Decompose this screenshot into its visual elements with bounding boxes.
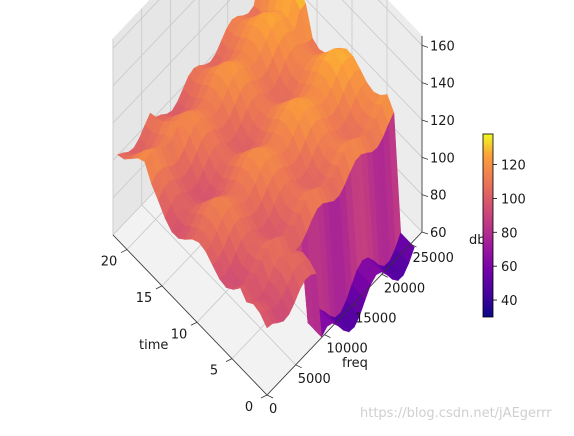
surface-plot <box>116 0 415 338</box>
time-axis-line <box>112 234 268 396</box>
db-tick-mark <box>421 231 429 235</box>
db-tick-label: 140 <box>430 77 455 92</box>
freq-tick-mark <box>410 243 417 248</box>
z-axis-label: db <box>469 233 486 248</box>
time-tick-label: 0 <box>245 400 253 415</box>
freq-tick-label: 20000 <box>384 281 425 296</box>
db-tick-label: 160 <box>430 39 455 54</box>
watermark-text: https://blog.csdn.net/jAEgerrr <box>360 406 552 421</box>
time-tick-label: 15 <box>136 291 153 306</box>
freq-tick-label: 25000 <box>413 251 454 266</box>
time-tick-mark <box>120 249 128 253</box>
time-tick-label: 10 <box>171 327 188 342</box>
time-tick-mark <box>155 285 163 290</box>
freq-tick-mark <box>324 334 331 338</box>
db-tick-label: 60 <box>430 226 447 241</box>
y-axis-label: freq <box>342 356 368 371</box>
time-tick-label: 5 <box>210 364 218 379</box>
grid-line-db <box>112 0 423 86</box>
freq-tick-mark <box>266 394 274 399</box>
freq-tick-mark <box>295 364 302 369</box>
db-tick-mark <box>421 119 429 123</box>
colorbar-tick-label: 60 <box>501 260 518 275</box>
colorbar-tick-label: 100 <box>501 192 526 207</box>
freq-tick-label: 10000 <box>326 342 367 357</box>
db-tick-mark <box>421 82 429 86</box>
db-tick-label: 120 <box>430 114 455 129</box>
db-tick-mark <box>421 156 429 160</box>
freq-tick-label: 5000 <box>298 372 331 387</box>
grid-line-db <box>112 0 423 124</box>
time-tick-label: 20 <box>101 255 118 270</box>
colorbar-ticks: 40 60 80 100 120 <box>493 159 526 309</box>
axes-lines <box>112 36 423 396</box>
freq-tick-label: 15000 <box>355 311 396 326</box>
colorbar-tick-label: 80 <box>501 226 518 241</box>
surface-cell <box>259 310 273 329</box>
db-tick-mark <box>421 44 429 48</box>
tick-labels: 0 5 10 15 20 0 5000 10000 15000 20000 25000 60 80 100… <box>101 39 455 417</box>
time-tick-mark <box>260 394 268 399</box>
x-axis-label: time <box>139 338 168 353</box>
colorbar-gradient <box>482 133 494 318</box>
colorbar-tick-label: 40 <box>501 294 518 309</box>
colorbar-tick-label: 120 <box>501 159 526 174</box>
time-tick-mark <box>190 321 198 326</box>
db-tick-label: 100 <box>430 151 455 166</box>
db-tick-mark <box>421 194 429 198</box>
freq-axis-line <box>266 231 423 396</box>
freq-tick-mark <box>381 273 388 278</box>
db-tick-label: 80 <box>430 189 447 204</box>
freq-tick-mark <box>352 304 360 308</box>
time-tick-mark <box>225 358 233 362</box>
freq-tick-label: 0 <box>269 402 277 417</box>
colorbar: 40 60 80 100 120 <box>482 133 526 318</box>
